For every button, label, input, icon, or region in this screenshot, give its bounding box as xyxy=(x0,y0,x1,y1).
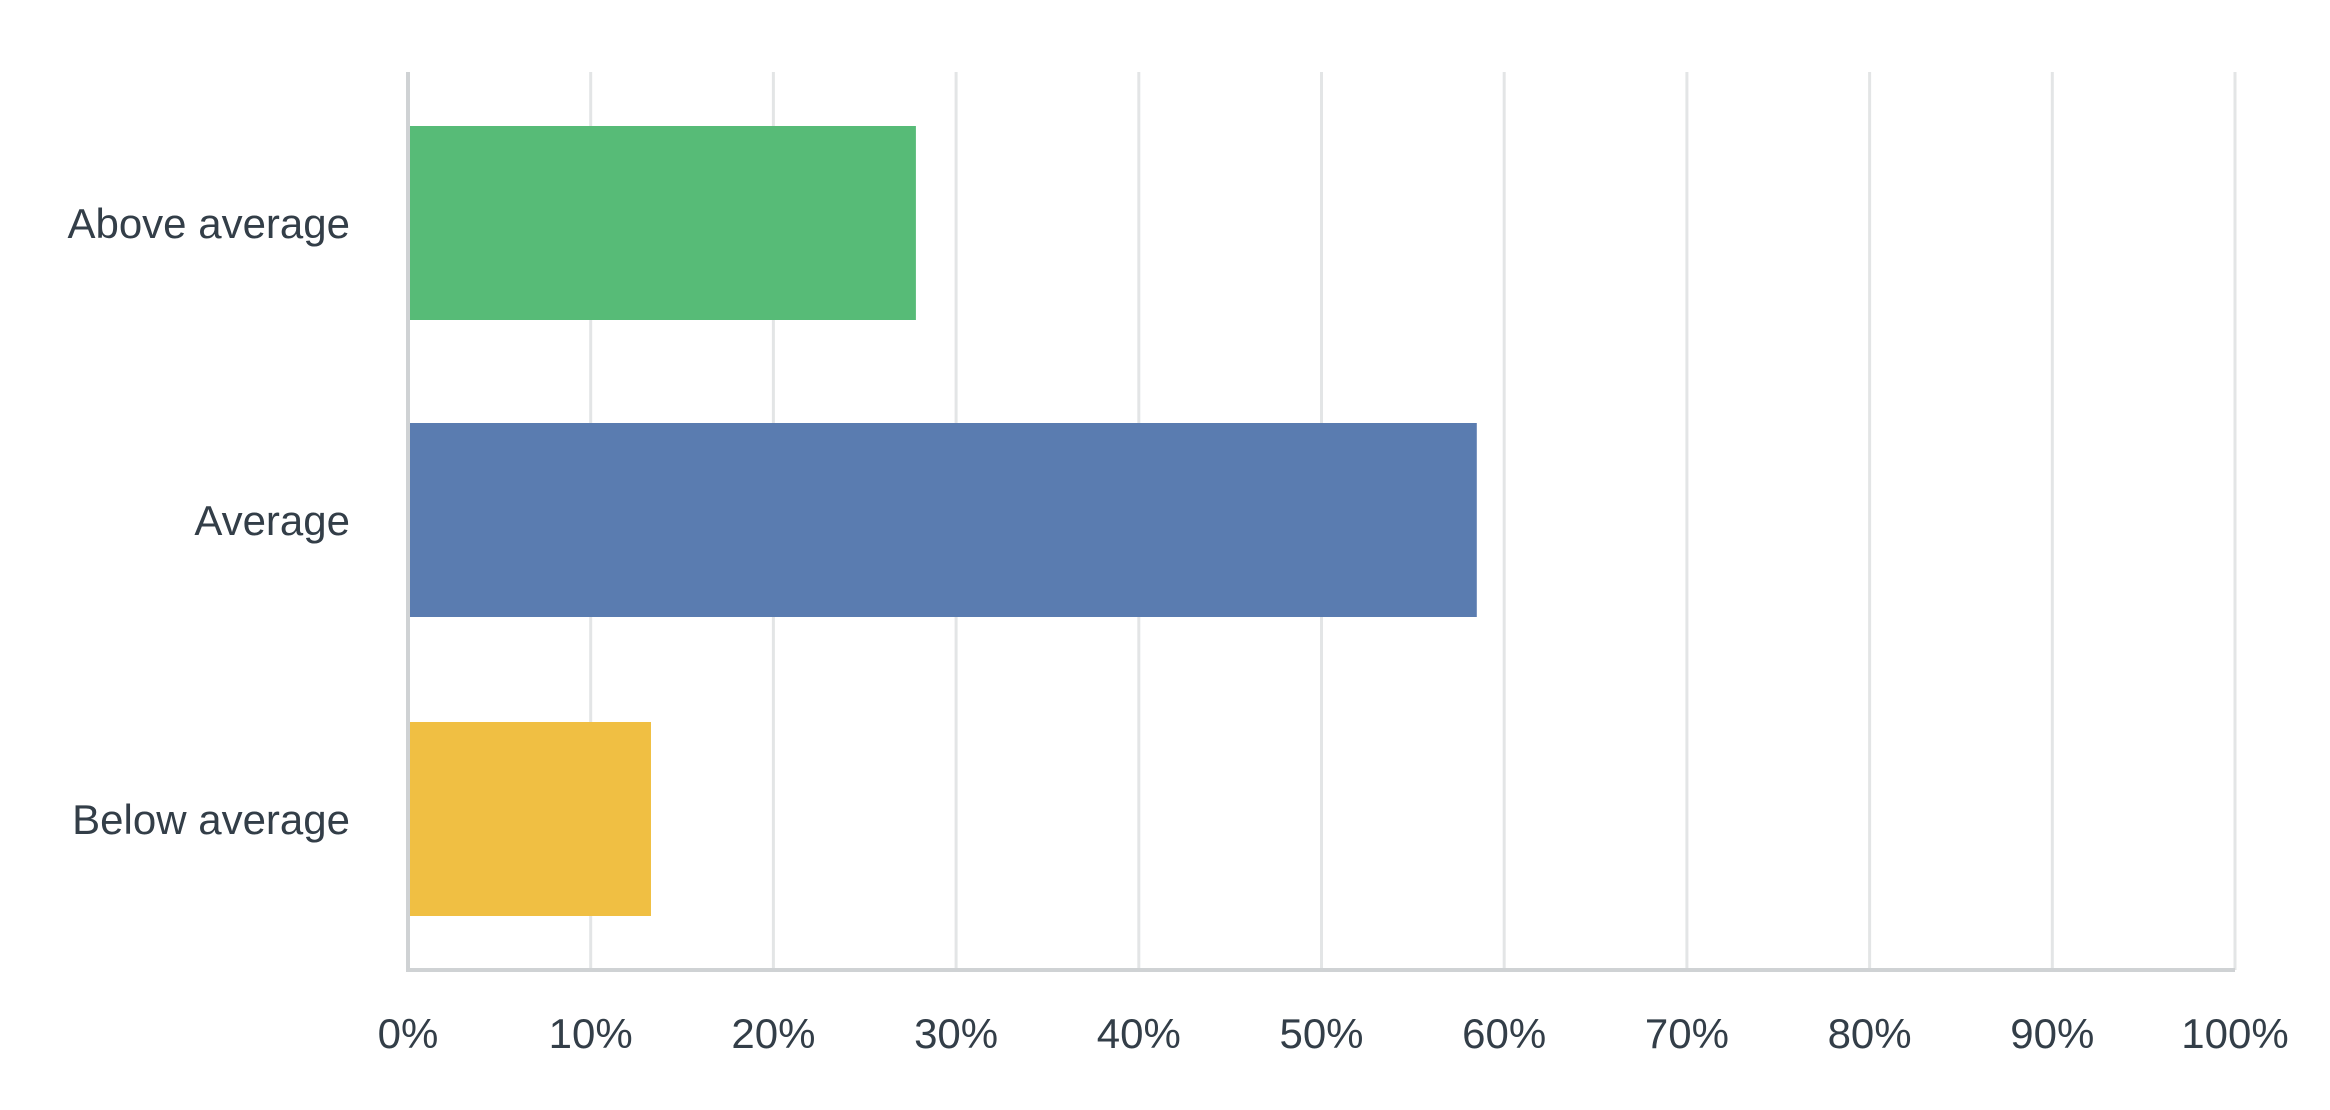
x-tick-label: 40% xyxy=(1097,1010,1181,1057)
bar[interactable] xyxy=(408,126,916,320)
labels: 0% 10% 20% 30% 40% 50% 60% 70% 80% 90% 100% Above a… xyxy=(67,200,2288,1057)
bars xyxy=(408,126,1477,916)
category-label: Average xyxy=(194,497,350,544)
x-tick-label: 0% xyxy=(378,1010,439,1057)
x-tick-label: 70% xyxy=(1645,1010,1729,1057)
x-tick-label: 90% xyxy=(2010,1010,2094,1057)
x-tick-label: 20% xyxy=(731,1010,815,1057)
x-tick-label: 100% xyxy=(2181,1010,2288,1057)
x-tick-label: 80% xyxy=(1828,1010,1912,1057)
x-tick-label: 10% xyxy=(549,1010,633,1057)
bar[interactable] xyxy=(408,423,1477,617)
category-label: Above average xyxy=(67,200,350,247)
axes xyxy=(406,72,2235,972)
x-tick-label: 30% xyxy=(914,1010,998,1057)
x-tick-label: 60% xyxy=(1462,1010,1546,1057)
bar[interactable] xyxy=(408,722,651,916)
category-label: Below average xyxy=(72,796,350,843)
x-tick-label: 50% xyxy=(1279,1010,1363,1057)
